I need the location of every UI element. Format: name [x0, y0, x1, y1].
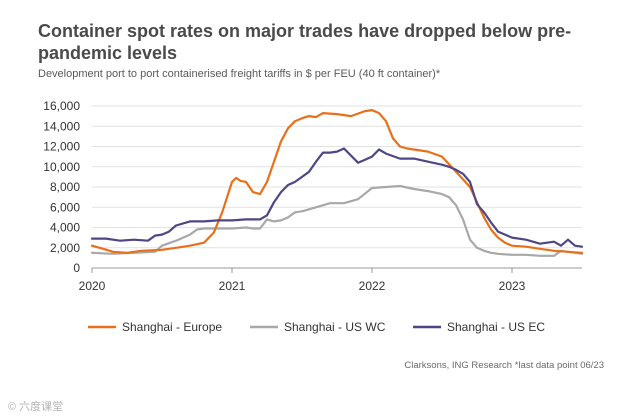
x-tick-label: 2023 [499, 279, 526, 293]
series-line-shanghai-us-ec [90, 147, 584, 248]
y-tick-label: 0 [73, 261, 80, 275]
y-tick-label: 6,000 [50, 200, 80, 214]
legend-label: Shanghai - US EC [447, 320, 545, 334]
x-tick-label: 2022 [359, 279, 386, 293]
chart-title: Container spot rates on major trades hav… [38, 21, 572, 63]
series-line-shanghai-us-wc [90, 184, 584, 257]
watermark: © 六度课堂 [8, 401, 64, 413]
y-tick-label: 12,000 [43, 140, 80, 154]
legend-label: Shanghai - Europe [122, 320, 222, 334]
y-tick-label: 2,000 [50, 241, 80, 255]
y-tick-label: 10,000 [43, 160, 80, 174]
y-tick-label: 4,000 [50, 221, 80, 235]
y-tick-label: 8,000 [50, 180, 80, 194]
series-line-shanghai-europe [90, 108, 584, 254]
y-tick-label: 16,000 [43, 99, 80, 113]
legend-label: Shanghai - US WC [284, 320, 386, 334]
source-note: Clarksons, ING Research *last data point… [404, 360, 604, 371]
chart-subtitle: Development port to port containerised f… [38, 68, 441, 80]
x-tick-label: 2020 [79, 279, 106, 293]
x-tick-label: 2021 [219, 279, 246, 293]
y-tick-label: 14,000 [43, 119, 80, 133]
